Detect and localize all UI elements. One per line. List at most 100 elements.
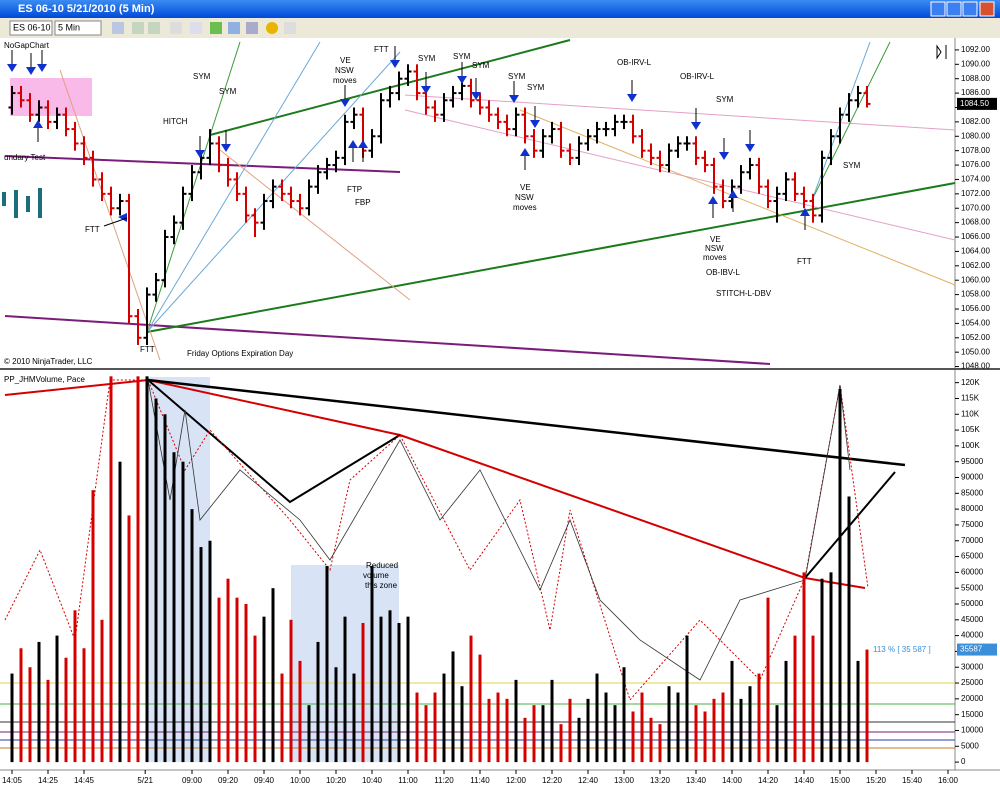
pace-line xyxy=(147,378,906,467)
draw-tool[interactable] xyxy=(112,22,124,34)
volume-bar xyxy=(298,660,302,763)
pace-zigzag xyxy=(4,379,869,701)
y-tick-label: 1080.00 xyxy=(961,131,990,140)
scroll-end-button[interactable] xyxy=(936,44,942,60)
x-tick-label: 11:20 xyxy=(434,776,454,785)
volume-bar xyxy=(145,376,149,763)
y-tick-label: 1070.00 xyxy=(961,203,990,212)
annotation-arrow-head xyxy=(728,190,738,198)
y-tick-label: 1060.00 xyxy=(961,275,990,284)
volume-bar xyxy=(253,635,257,763)
volume-bar xyxy=(667,686,671,763)
minimize-button[interactable] xyxy=(930,1,946,17)
y-tick-label: 80000 xyxy=(961,504,984,513)
y-tick-label: 15000 xyxy=(961,710,984,719)
trend-line xyxy=(4,315,771,365)
volume-bar xyxy=(496,692,500,763)
volume-bar xyxy=(469,635,473,763)
instrument-selector[interactable] xyxy=(9,20,53,36)
volume-bar xyxy=(325,566,329,763)
x-tick-label: 10:40 xyxy=(362,776,383,785)
x-tick-label: 12:40 xyxy=(578,776,599,785)
y-tick-label: 1050.00 xyxy=(961,347,990,356)
maximize-button[interactable] xyxy=(962,1,978,17)
volume-bar xyxy=(478,654,482,763)
last-volume-label: 35587 xyxy=(960,645,983,654)
volume-bar xyxy=(388,610,392,763)
indicators[interactable] xyxy=(210,22,222,34)
annotation: volume xyxy=(363,571,389,580)
volume-bar xyxy=(82,648,86,763)
annotation-arrow-head xyxy=(708,196,718,204)
x-tick-label: 12:00 xyxy=(506,776,527,785)
trend-line xyxy=(4,155,401,173)
volume-bar xyxy=(64,657,68,763)
zoom-in[interactable] xyxy=(132,22,144,34)
restore-button[interactable] xyxy=(946,1,962,17)
y-tick-label: 65000 xyxy=(961,552,984,561)
alerts[interactable] xyxy=(266,22,278,34)
volume-bar xyxy=(100,619,104,763)
y-tick-label: 40000 xyxy=(961,631,984,640)
strategies[interactable] xyxy=(228,22,240,34)
annotation: moves xyxy=(703,253,727,262)
volume-bar xyxy=(226,578,230,763)
volume-bar xyxy=(838,388,842,763)
volume-bar xyxy=(712,698,716,763)
y-tick-label: 1078.00 xyxy=(961,146,990,155)
annotation: SYM xyxy=(716,95,734,104)
volume-bar xyxy=(55,635,59,763)
volume-bar xyxy=(334,667,338,763)
volume-bar xyxy=(739,698,743,763)
volume-bar xyxy=(685,635,689,763)
volume-bar xyxy=(460,686,464,763)
volume-bar xyxy=(379,616,383,763)
annotation: NSW xyxy=(335,66,354,75)
annotation-arrow-head xyxy=(745,144,755,152)
properties[interactable] xyxy=(190,22,202,34)
templates[interactable] xyxy=(284,22,296,34)
annotation: SYM xyxy=(193,72,211,81)
annotation-arrow-head xyxy=(37,64,47,72)
volume-bar xyxy=(370,566,374,763)
volume-bar xyxy=(811,635,815,763)
volume-bar xyxy=(262,616,266,763)
volume-bar xyxy=(154,398,158,763)
x-tick-label: 14:45 xyxy=(74,776,95,785)
volume-bar xyxy=(820,578,824,763)
interval: 5 Min xyxy=(58,22,80,32)
annotation: SYM xyxy=(843,161,861,170)
x-tick-label: 09:00 xyxy=(182,776,203,785)
interval-selector[interactable] xyxy=(54,20,102,36)
annotation: undary Test xyxy=(4,153,46,162)
volume-bar xyxy=(424,705,428,763)
toolbar-icons xyxy=(112,22,296,34)
volume-bar xyxy=(577,717,581,763)
y-tick-label: 115K xyxy=(961,394,980,403)
volume-bar xyxy=(757,673,761,763)
volume-bar xyxy=(136,376,140,763)
volume-bar xyxy=(604,692,608,763)
volume-bar xyxy=(703,711,707,763)
annotation: SYM xyxy=(527,83,545,92)
volume-bar xyxy=(289,619,293,763)
x-tick-label: 14:20 xyxy=(758,776,779,785)
volume-bar xyxy=(190,509,194,763)
x-tick-label: 11:00 xyxy=(398,776,418,785)
volume-bar xyxy=(73,610,77,763)
indicator-bar xyxy=(26,196,30,212)
close-button[interactable] xyxy=(979,1,995,17)
zoom-out[interactable] xyxy=(148,22,160,34)
channel-line xyxy=(404,109,956,241)
x-tick-label: 13:00 xyxy=(614,776,635,785)
pace-zigzag xyxy=(147,379,851,681)
volume-bar xyxy=(505,698,509,763)
volume-bar xyxy=(316,641,320,763)
annotation-arrow-head xyxy=(520,148,530,156)
data-box[interactable] xyxy=(246,22,258,34)
y-tick-label: 50000 xyxy=(961,599,984,608)
volume-bar xyxy=(199,547,203,763)
cursor-tool[interactable] xyxy=(170,22,182,34)
annotation-arrow-head xyxy=(348,140,358,148)
volume-bar xyxy=(532,705,536,763)
